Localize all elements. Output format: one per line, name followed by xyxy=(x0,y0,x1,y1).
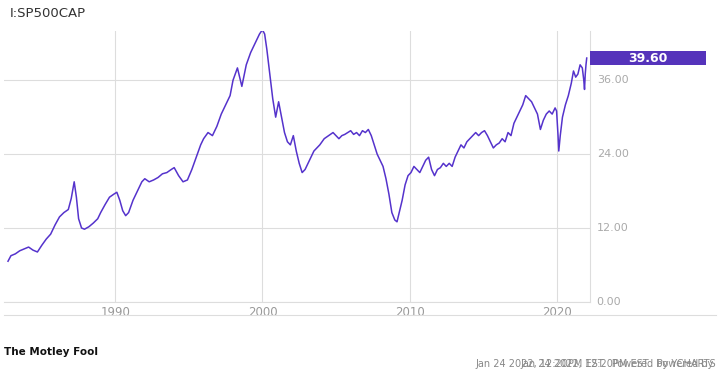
Text: 24.00: 24.00 xyxy=(597,149,629,159)
Text: Jan 24 2022, 12:20PM EST.  Powered by YCHARTS: Jan 24 2022, 12:20PM EST. Powered by YCH… xyxy=(476,359,716,369)
Text: 0.00: 0.00 xyxy=(597,297,621,307)
Text: 36.00: 36.00 xyxy=(597,75,629,85)
Text: 12.00: 12.00 xyxy=(597,223,629,233)
Text: Jan 24 2022, 12:20PM EST.  Powered by: Jan 24 2022, 12:20PM EST. Powered by xyxy=(520,359,716,369)
Text: 39.60: 39.60 xyxy=(629,51,668,65)
FancyBboxPatch shape xyxy=(590,51,706,65)
Text: The Motley Fool: The Motley Fool xyxy=(4,347,98,357)
Text: I:SP500CAP: I:SP500CAP xyxy=(9,7,86,20)
